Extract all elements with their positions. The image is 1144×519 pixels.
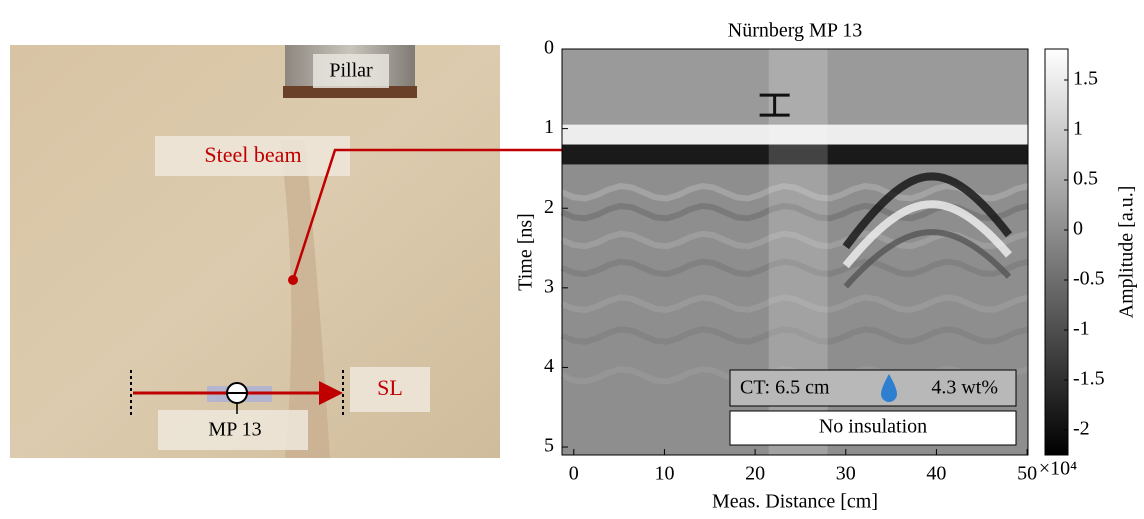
- photo-label: Pillar: [329, 60, 373, 82]
- x-axis-label: Meas. Distance [cm]: [712, 491, 878, 513]
- callout-dot: [288, 275, 298, 285]
- figure: Pillar Steel beam SL MP 13 Nürnberg MP 1…: [0, 0, 1144, 514]
- colorbar-tick-label: -2: [1073, 418, 1090, 440]
- chart-title: Nürnberg MP 13: [728, 20, 862, 42]
- annotation: No insulation: [819, 416, 927, 438]
- annotation: 4.3 wt%: [931, 377, 998, 399]
- photo: Pillar Steel beam SL MP 13: [10, 45, 500, 458]
- y-tick-label: 2: [544, 196, 554, 218]
- y-tick-label: 5: [544, 435, 554, 457]
- colorbar-tick-label: 0.5: [1073, 168, 1098, 190]
- colorbar: [1045, 49, 1068, 455]
- photo-label: Steel beam: [204, 142, 301, 167]
- y-tick-label: 4: [544, 355, 554, 377]
- x-tick-label: 20: [745, 463, 765, 485]
- photo-label: MP 13: [208, 419, 261, 441]
- colorbar-tick-label: -0.5: [1073, 268, 1105, 290]
- x-tick-label: 10: [654, 463, 674, 485]
- y-axis-label: Time [ns]: [515, 213, 537, 291]
- y-tick-label: 3: [544, 275, 554, 297]
- colorbar-multiplier: ×10⁴: [1039, 458, 1077, 480]
- x-tick-label: 50: [1017, 463, 1037, 485]
- colorbar-tick-label: 1: [1073, 118, 1083, 140]
- photo-label: SL: [377, 375, 403, 400]
- y-tick-label: 1: [544, 116, 554, 138]
- annotation: CT: 6.5 cm: [740, 377, 830, 399]
- x-tick-label: 30: [836, 463, 856, 485]
- x-tick-label: 0: [569, 463, 579, 485]
- colorbar-tick-label: -1.5: [1073, 368, 1105, 390]
- colorbar-tick-label: -1: [1073, 318, 1090, 340]
- colorbar-label: Amplitude [a.u.]: [1116, 186, 1138, 319]
- x-tick-label: 40: [926, 463, 946, 485]
- colorbar-tick-label: 1.5: [1073, 68, 1098, 90]
- colorbar-tick-label: 0: [1073, 218, 1083, 240]
- y-tick-label: 0: [544, 37, 554, 59]
